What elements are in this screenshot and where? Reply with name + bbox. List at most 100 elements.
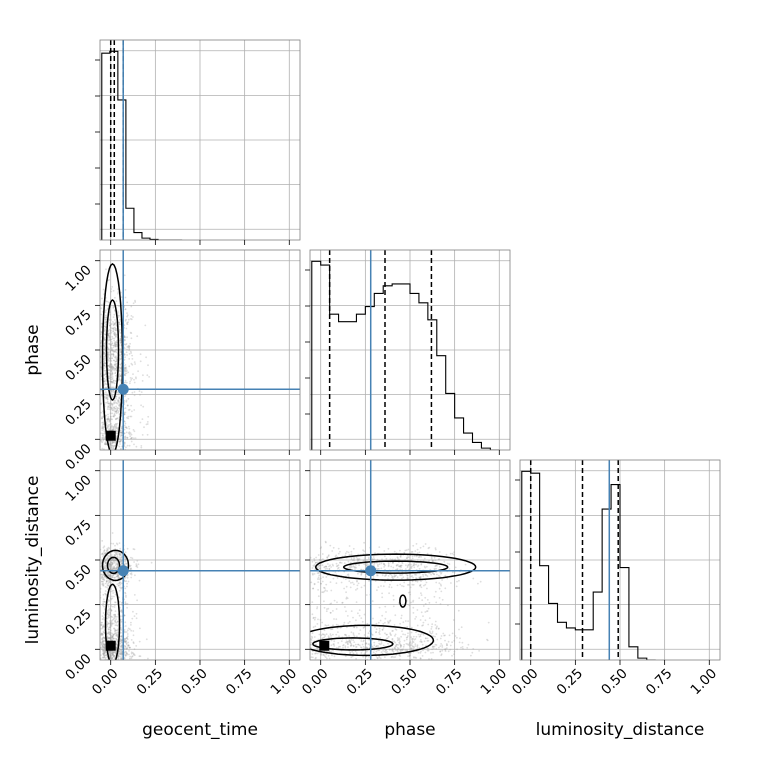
sample-point xyxy=(114,408,116,410)
sample-point xyxy=(129,377,132,379)
sample-point xyxy=(135,617,138,620)
sample-point xyxy=(406,636,409,639)
sample-point xyxy=(409,654,411,657)
sample-point xyxy=(333,640,336,643)
sample-point xyxy=(129,646,131,649)
sample-point xyxy=(368,580,370,582)
sample-point xyxy=(472,577,475,580)
sample-point xyxy=(375,631,378,633)
sample-point xyxy=(104,564,107,567)
sample-point xyxy=(106,398,109,401)
sample-point xyxy=(336,565,339,567)
sample-point xyxy=(332,649,334,652)
sample-point xyxy=(115,618,117,620)
sample-point xyxy=(124,395,126,398)
sample-point xyxy=(107,557,109,560)
sample-point xyxy=(111,369,113,372)
sample-point xyxy=(393,558,396,561)
sample-point xyxy=(420,592,422,595)
sample-point xyxy=(104,328,106,331)
sample-point xyxy=(103,360,106,363)
sample-point xyxy=(112,651,115,654)
sample-point xyxy=(383,650,386,653)
sample-point xyxy=(102,574,104,576)
sample-point xyxy=(350,610,353,612)
sample-point xyxy=(110,403,113,406)
sample-point xyxy=(105,397,107,400)
sample-point xyxy=(391,647,394,650)
sample-point xyxy=(100,633,103,636)
sample-point xyxy=(106,557,108,560)
sample-point xyxy=(121,641,123,644)
sample-point xyxy=(104,601,106,603)
sample-point xyxy=(102,641,104,644)
sample-point xyxy=(108,334,110,337)
sample-point xyxy=(132,429,135,431)
sample-point xyxy=(108,406,111,409)
sample-point xyxy=(109,657,112,659)
sample-point xyxy=(105,421,108,423)
sample-point xyxy=(373,641,376,644)
sample-point xyxy=(116,631,118,634)
sample-point xyxy=(113,412,116,415)
sample-point xyxy=(113,313,116,316)
x-tick-label-1: 0.25 xyxy=(344,666,377,699)
sample-point xyxy=(384,605,387,608)
sample-point xyxy=(427,547,430,550)
sample-point xyxy=(335,573,338,576)
sample-point xyxy=(332,546,335,549)
sample-point xyxy=(125,596,127,598)
sample-point xyxy=(119,656,122,658)
sample-point xyxy=(114,336,117,338)
sample-point xyxy=(443,560,446,563)
sample-point xyxy=(124,407,127,409)
sample-point xyxy=(104,571,107,574)
sample-point xyxy=(395,643,398,646)
sample-point xyxy=(120,620,123,623)
sample-point xyxy=(103,579,106,582)
sample-point xyxy=(119,358,122,360)
sample-point xyxy=(111,635,114,638)
sample-point xyxy=(105,414,108,417)
sample-point xyxy=(119,370,122,372)
sample-point xyxy=(392,566,395,569)
sample-point xyxy=(114,652,117,655)
sample-point xyxy=(116,427,118,429)
sample-point xyxy=(103,362,106,364)
sample-point xyxy=(405,642,408,645)
sample-point xyxy=(100,643,103,646)
sample-point xyxy=(108,565,111,567)
sample-point xyxy=(108,365,111,368)
sample-point xyxy=(114,567,117,570)
sample-point xyxy=(126,315,128,318)
sample-point xyxy=(435,601,438,604)
sample-point xyxy=(438,646,440,649)
sample-point xyxy=(105,379,107,382)
sample-point xyxy=(133,381,136,384)
sample-point xyxy=(120,434,122,436)
panel-luminosity-distance-vs-phase: 0.00 0.25 0.50 0.75 1.00 xyxy=(299,459,511,699)
sample-point xyxy=(420,639,422,641)
sample-point xyxy=(104,647,106,650)
sample-point xyxy=(414,643,417,646)
sample-point xyxy=(124,438,126,440)
sample-point xyxy=(439,637,442,640)
sample-point xyxy=(126,444,129,447)
sample-point xyxy=(317,566,319,568)
sample-point xyxy=(393,624,396,626)
sample-point xyxy=(112,651,115,654)
sample-point xyxy=(322,576,324,578)
sample-point xyxy=(111,650,114,653)
sample-point xyxy=(348,580,351,583)
sample-point xyxy=(132,652,134,654)
sample-point xyxy=(110,564,113,566)
sample-point xyxy=(107,613,110,616)
sample-point xyxy=(412,601,414,603)
sample-point xyxy=(329,611,332,614)
sample-point xyxy=(434,620,437,623)
sample-point xyxy=(111,403,114,406)
sample-point xyxy=(102,625,104,628)
sample-point xyxy=(114,356,117,359)
contour-level-1 xyxy=(106,556,121,575)
sample-point xyxy=(110,372,112,375)
